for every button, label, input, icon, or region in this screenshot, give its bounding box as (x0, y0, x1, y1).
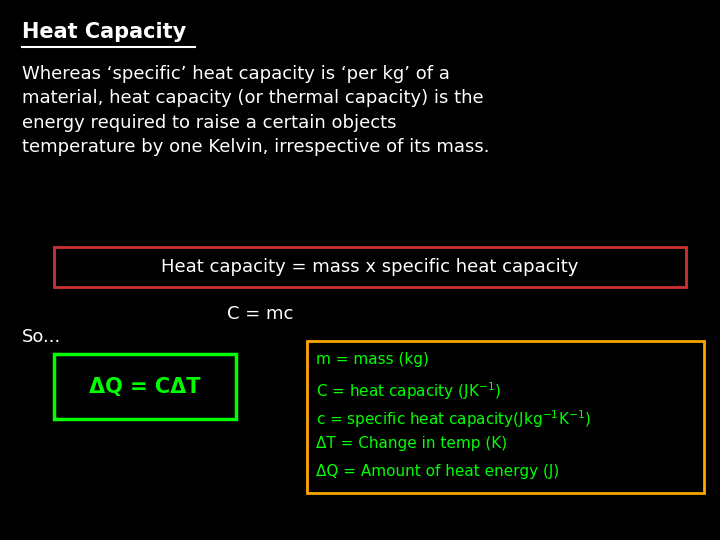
Text: C = heat capacity (JK$^{-1}$): C = heat capacity (JK$^{-1}$) (316, 380, 501, 402)
Text: ΔQ = CΔT: ΔQ = CΔT (89, 376, 201, 396)
Text: So...: So... (22, 328, 61, 346)
Text: m = mass (kg): m = mass (kg) (316, 352, 429, 367)
Text: ΔQ = Amount of heat energy (J): ΔQ = Amount of heat energy (J) (316, 464, 559, 479)
Text: Heat Capacity: Heat Capacity (22, 22, 186, 42)
Text: C = mc: C = mc (227, 305, 293, 323)
Text: ΔT = Change in temp (K): ΔT = Change in temp (K) (316, 436, 507, 451)
Text: Whereas ‘specific’ heat capacity is ‘per kg’ of a
material, heat capacity (or th: Whereas ‘specific’ heat capacity is ‘per… (22, 65, 490, 156)
Text: c = specific heat capacity(Jkg$^{-1}$K$^{-1}$): c = specific heat capacity(Jkg$^{-1}$K$^… (316, 408, 591, 430)
Text: Heat capacity = mass x specific heat capacity: Heat capacity = mass x specific heat cap… (161, 258, 579, 276)
